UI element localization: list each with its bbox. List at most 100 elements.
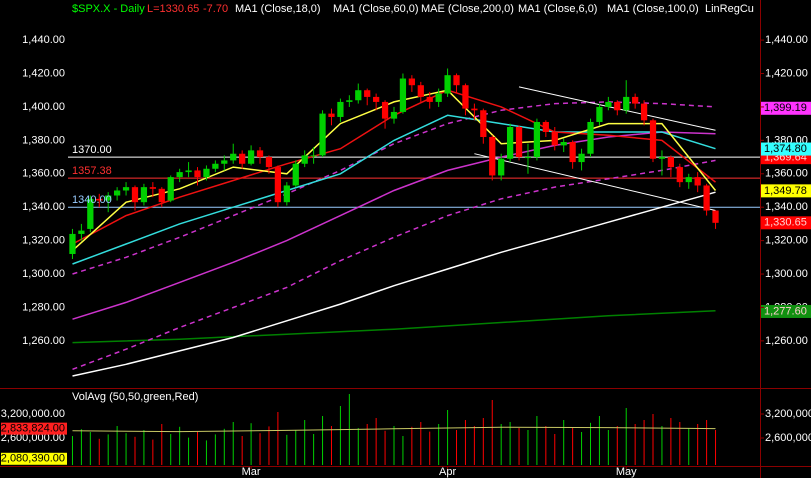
candle-body: [623, 96, 630, 111]
candle-body: [274, 167, 282, 203]
y-tick-label-right: 1,300.00: [765, 268, 808, 280]
candle-body: [105, 195, 112, 201]
candle-body: [212, 163, 219, 169]
y-tick-label-right: 1,440.00: [765, 34, 808, 46]
candle-body: [239, 153, 246, 164]
candle-body: [444, 75, 451, 94]
candle-body: [515, 126, 523, 158]
candle-body: [167, 177, 174, 201]
candle-body: [462, 85, 469, 109]
candle-body: [453, 75, 460, 86]
candle-body: [337, 101, 344, 117]
y-tick-label-right: 1,420.00: [765, 67, 808, 79]
y-tick-label: 1,260.00: [22, 335, 65, 347]
y-tick-label: 1,400.00: [22, 101, 65, 113]
candle-body: [676, 167, 683, 183]
candle-body: [78, 230, 85, 234]
candle-body: [301, 155, 308, 164]
reference-label: 1370.00: [72, 144, 112, 156]
header-item: $SPX.X - Daily: [72, 3, 145, 15]
candle-body: [230, 153, 237, 161]
price-tag: [761, 142, 811, 156]
candle-body: [417, 85, 424, 97]
price-tag: [761, 184, 811, 198]
candle-body: [533, 121, 541, 158]
y-tick-label-right: 1,260.00: [765, 335, 808, 347]
x-tick-label: Apr: [439, 466, 456, 478]
header-item: LinRegCu: [705, 3, 754, 15]
candle-body: [542, 121, 549, 132]
candle-body: [194, 170, 201, 178]
candle-body: [319, 113, 326, 156]
candle-body: [640, 103, 648, 121]
candle-body: [399, 78, 407, 112]
candle-body: [694, 177, 701, 186]
price-tag: [761, 101, 811, 115]
price-tag-label: 1,277.60: [764, 305, 807, 317]
candle-body: [247, 150, 255, 164]
candle-body: [506, 126, 514, 159]
candle-body: [292, 163, 299, 186]
y-tick-label: 1,320.00: [22, 235, 65, 247]
volume-tick-label: 3,200,000.00: [1, 408, 65, 420]
candle-body: [69, 233, 76, 254]
candle-body: [283, 185, 290, 203]
candle-body: [381, 101, 389, 119]
candle-body: [578, 153, 585, 163]
candle-body: [140, 187, 148, 203]
candle-body: [373, 96, 380, 102]
candle-body: [489, 137, 496, 176]
indicator-line: [72, 191, 716, 377]
trend-line: [474, 153, 716, 211]
candle-body: [498, 158, 505, 176]
header-item: -7.70: [203, 3, 228, 15]
y-tick-label-right: 1,360.00: [765, 168, 808, 180]
candle-body: [703, 185, 710, 211]
candle-body: [265, 157, 273, 168]
price-tag-label: 1,349.78: [764, 185, 807, 197]
candle-body: [667, 157, 675, 168]
x-tick-label: May: [616, 466, 637, 478]
candle-body: [87, 198, 94, 229]
y-tick-label: 1,280.00: [22, 301, 65, 313]
indicator-line: [72, 131, 716, 320]
candle-body: [149, 187, 156, 189]
y-tick-label: 1,360.00: [22, 168, 65, 180]
candle-body: [113, 190, 121, 196]
y-tick-label: 1,420.00: [22, 67, 65, 79]
header-item: MAE (Close,200,0): [421, 3, 514, 15]
price-tag-label: 1,399.19: [764, 102, 807, 114]
candle-body: [176, 172, 183, 178]
volume-tag-label: 2,080,390.00: [1, 453, 65, 465]
candle-body: [649, 120, 657, 159]
header-item: MA1 (Close,60,0): [333, 3, 419, 15]
candle-body: [471, 108, 478, 111]
labels: $SPX.X - Daily L=1330.65 -7.70 MA1 (Close,1…: [1, 3, 811, 465]
candle-body: [560, 142, 567, 146]
candle-body: [328, 113, 335, 117]
candle-body: [346, 100, 353, 102]
candle-body: [614, 101, 621, 111]
plot-area: [68, 68, 760, 465]
header-item: MA1 (Close,6,0): [518, 3, 597, 15]
candle-body: [569, 142, 576, 163]
indicator-line: [72, 114, 716, 265]
candle-body: [355, 90, 362, 101]
candle-body: [185, 170, 192, 173]
candle-body: [596, 106, 603, 122]
candle-body: [390, 111, 398, 119]
price-tag: [761, 304, 811, 318]
candle-body: [712, 210, 719, 223]
reference-label: 1340.00: [72, 194, 112, 206]
y-tick-label-right: 1,340.00: [765, 201, 808, 213]
header-item: MA1 (Close,18,0): [235, 3, 321, 15]
indicator-line: [72, 159, 716, 371]
candle-body: [632, 96, 639, 104]
candle-body: [256, 150, 264, 158]
volume-tag-label: 2,833,824.00: [1, 423, 65, 435]
volume-tag: [1, 422, 67, 435]
header-item: L=1330.65: [147, 3, 199, 15]
y-tick-label-right: 1,320.00: [765, 235, 808, 247]
